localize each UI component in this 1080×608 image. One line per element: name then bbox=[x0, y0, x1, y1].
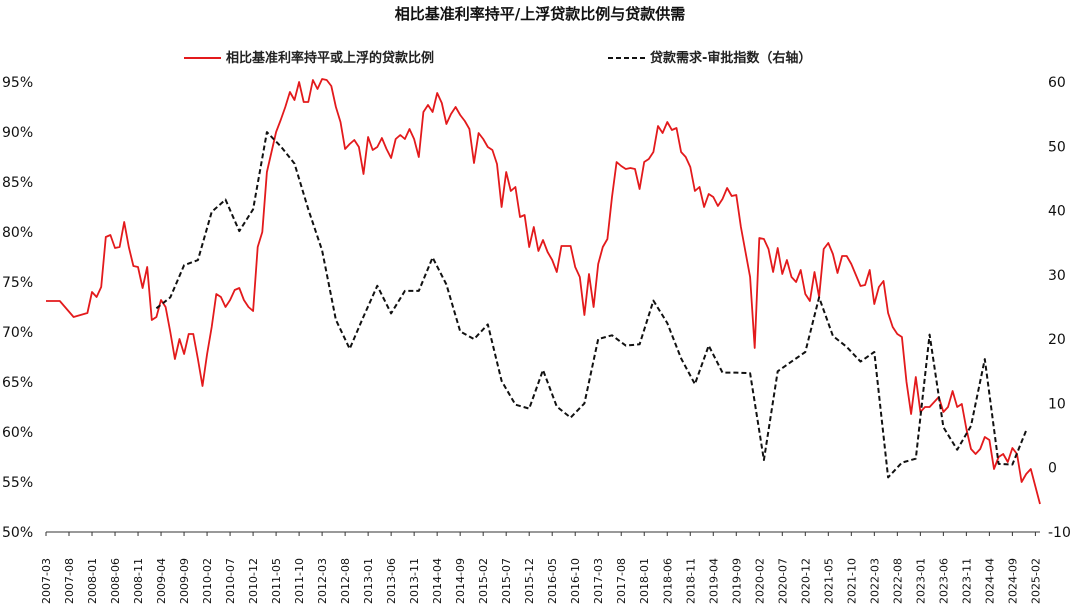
x-tick-label: 2020-02 bbox=[753, 558, 766, 604]
x-tick-label: 2025-02 bbox=[1029, 558, 1042, 604]
x-tick-label: 2018-11 bbox=[684, 558, 697, 604]
x-tick-label: 2018-06 bbox=[661, 558, 674, 604]
x-tick-label: 2013-01 bbox=[362, 558, 375, 604]
y-left-tick-label: 50% bbox=[2, 525, 33, 541]
y-left-tick-label: 80% bbox=[2, 225, 33, 241]
y-left-tick-label: 60% bbox=[2, 425, 33, 441]
x-tick-label: 2008-06 bbox=[109, 558, 122, 604]
y-left-tick-label: 95% bbox=[2, 75, 33, 91]
x-tick-label: 2020-07 bbox=[776, 558, 789, 604]
y-right-tick-label: 50 bbox=[1048, 139, 1066, 155]
left-y-axis-ticks: 50% 55% 60% 65% 70% 75% 80% 85% 90% 95% bbox=[2, 75, 33, 541]
y-left-tick-label: 70% bbox=[2, 325, 33, 341]
y-right-tick-label: 40 bbox=[1048, 204, 1066, 220]
x-tick-label: 2014-04 bbox=[431, 558, 444, 604]
x-tick-label: 2023-11 bbox=[960, 558, 973, 604]
y-left-tick-label: 90% bbox=[2, 125, 33, 141]
x-tick-label: 2011-05 bbox=[270, 558, 283, 604]
x-tick-label: 2010-12 bbox=[247, 558, 260, 604]
y-right-tick-label: 0 bbox=[1048, 461, 1057, 477]
y-left-tick-label: 75% bbox=[2, 275, 33, 291]
legend-label-loan-ratio: 相比基准利率持平或上浮的贷款比例 bbox=[226, 50, 434, 66]
x-tick-label: 2023-06 bbox=[937, 558, 950, 604]
x-tick-label: 2018-01 bbox=[638, 558, 651, 604]
x-tick-label: 2017-03 bbox=[592, 558, 605, 604]
x-tick-label: 2014-09 bbox=[454, 558, 467, 604]
y-left-tick-label: 65% bbox=[2, 375, 33, 391]
x-tick-label: 2010-02 bbox=[201, 558, 214, 604]
right-y-axis-ticks: -10 0 10 20 30 40 50 60 bbox=[1048, 75, 1071, 541]
legend: 相比基准利率持平或上浮的贷款比例 贷款需求-审批指数（右轴） bbox=[184, 50, 811, 66]
x-tick-label: 2013-06 bbox=[385, 558, 398, 604]
x-tick-label: 2009-04 bbox=[155, 558, 168, 604]
x-axis-ticks: 2007-03 2007-08 2008-01 2008-06 2008-11 2009-… bbox=[40, 532, 1042, 604]
y-left-tick-label: 55% bbox=[2, 475, 33, 491]
x-tick-label: 2008-11 bbox=[132, 558, 145, 604]
x-tick-label: 2009-09 bbox=[178, 558, 191, 604]
x-tick-label: 2015-07 bbox=[500, 558, 513, 604]
x-tick-label: 2012-03 bbox=[316, 558, 329, 604]
y-right-tick-label: 60 bbox=[1048, 75, 1066, 91]
x-tick-label: 2011-10 bbox=[293, 558, 306, 604]
x-tick-label: 2024-04 bbox=[983, 558, 996, 604]
y-right-tick-label: -10 bbox=[1048, 525, 1071, 541]
x-tick-label: 2016-10 bbox=[569, 558, 582, 604]
y-left-tick-label: 85% bbox=[2, 175, 33, 191]
x-tick-label: 2022-03 bbox=[868, 558, 881, 604]
series-line-demand-index bbox=[155, 131, 1028, 479]
x-tick-label: 2017-08 bbox=[615, 558, 628, 604]
x-tick-label: 2015-02 bbox=[477, 558, 490, 604]
y-right-tick-label: 10 bbox=[1048, 396, 1066, 412]
x-tick-label: 2007-03 bbox=[40, 558, 53, 604]
y-right-tick-label: 30 bbox=[1048, 268, 1066, 284]
x-tick-label: 2019-04 bbox=[707, 558, 720, 604]
x-tick-label: 2013-11 bbox=[408, 558, 421, 604]
x-tick-label: 2010-07 bbox=[224, 558, 237, 604]
legend-label-demand-index: 贷款需求-审批指数（右轴） bbox=[650, 50, 811, 66]
x-tick-label: 2016-05 bbox=[546, 558, 559, 604]
x-tick-label: 2012-08 bbox=[339, 558, 352, 604]
x-tick-label: 2020-12 bbox=[799, 558, 812, 604]
x-tick-label: 2019-09 bbox=[730, 558, 743, 604]
x-tick-label: 2023-01 bbox=[914, 558, 927, 604]
x-tick-label: 2015-12 bbox=[523, 558, 536, 604]
x-tick-label: 2024-09 bbox=[1006, 558, 1019, 604]
x-tick-label: 2022-08 bbox=[891, 558, 904, 604]
x-tick-label: 2021-10 bbox=[845, 558, 858, 604]
x-tick-label: 2021-05 bbox=[822, 558, 835, 604]
chart-title: 相比基准利率持平/上浮贷款比例与贷款供需 bbox=[395, 5, 685, 23]
y-right-tick-label: 20 bbox=[1048, 332, 1066, 348]
x-tick-label: 2008-01 bbox=[86, 558, 99, 604]
x-tick-label: 2007-08 bbox=[63, 558, 76, 604]
series-line-loan-ratio bbox=[46, 78, 1041, 505]
